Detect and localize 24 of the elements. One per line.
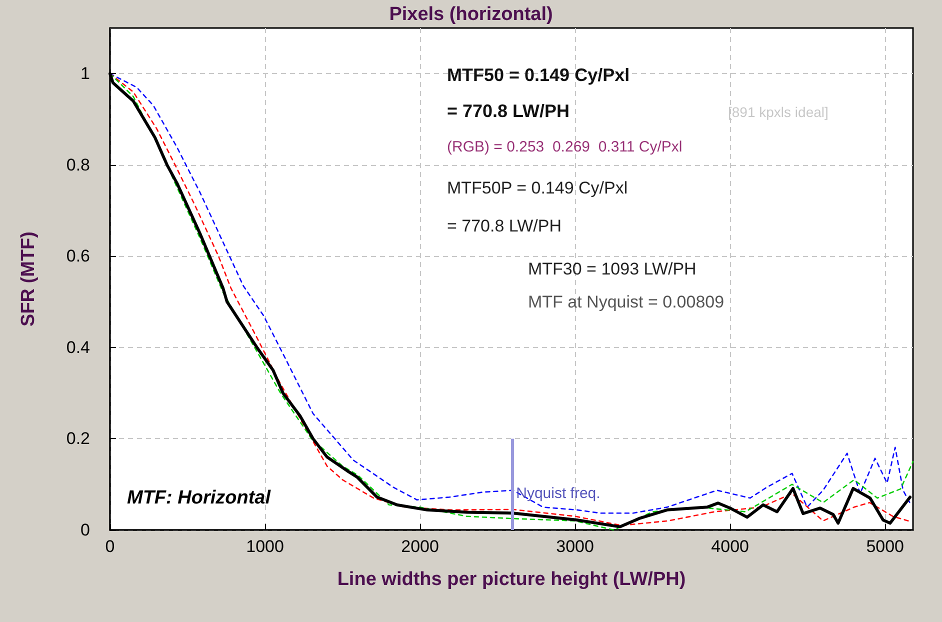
- annotation: MTF30 = 1093 LW/PH: [528, 260, 696, 278]
- annotation: MTF50 = 0.149 Cy/Pxl: [447, 65, 630, 85]
- chart-title: Pixels (horizontal): [389, 4, 553, 25]
- x-tick-label: 3000: [556, 537, 594, 556]
- y-axis-title: SFR (MTF): [18, 232, 39, 326]
- annotation: MTF50P = 0.149 Cy/Pxl: [447, 178, 628, 198]
- annotation: = 770.8 LW/PH: [447, 101, 570, 121]
- x-tick-label: 0: [105, 537, 115, 556]
- annotation: (RGB) = 0.253 0.269 0.311 Cy/Pxl: [447, 138, 682, 156]
- ref-line-label: Nyquist freq.: [516, 484, 600, 502]
- y-tick-label: 1: [80, 64, 90, 84]
- y-tick-label: 0.8: [66, 155, 90, 174]
- x-tick-label: 1000: [246, 537, 284, 556]
- y-tick-label: 0: [80, 520, 90, 540]
- x-tick-label: 5000: [866, 537, 904, 556]
- annotation: MTF: Horizontal: [127, 488, 272, 508]
- y-tick-label: 0.4: [66, 338, 90, 357]
- annotation: MTF at Nyquist = 0.00809: [528, 292, 724, 312]
- x-tick-label: 4000: [711, 537, 749, 556]
- x-axis-title: Line widths per picture height (LW/PH): [337, 569, 686, 590]
- y-tick-label: 0.6: [66, 246, 90, 266]
- x-tick-label: 2000: [401, 537, 439, 556]
- annotation: = 770.8 LW/PH: [447, 216, 562, 236]
- y-tick-label: 0.2: [66, 429, 90, 448]
